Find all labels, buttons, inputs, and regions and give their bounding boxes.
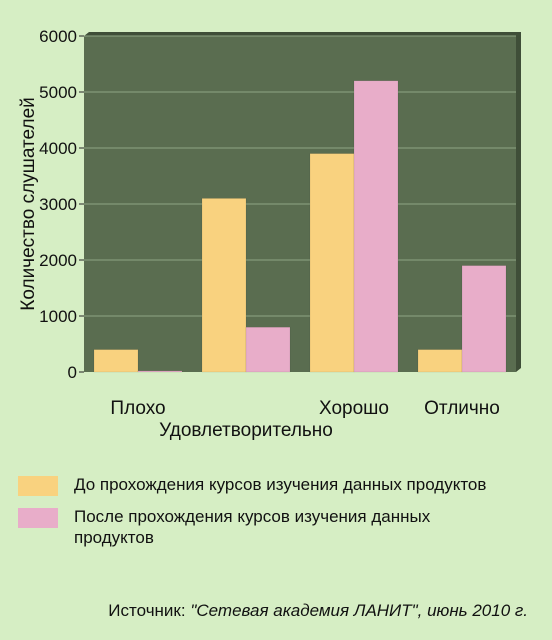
x-category-label-3: Отлично [424,398,500,419]
legend-label-after: После прохождения курсов изучения данных… [74,507,431,547]
y-tick-label-0: 0 [68,363,77,382]
bar-before-2 [309,153,355,373]
y-tick-label-3: 3000 [39,195,77,214]
y-tick-label-4: 4000 [39,139,77,158]
y-axis-label: Количество слушателей [18,97,39,310]
legend-swatch-before [18,476,58,496]
legend-item-before: До прохождения курсов изучения данных пр… [18,474,538,496]
bar-before-3 [417,349,463,373]
bar-after-3 [461,265,507,373]
x-category-label-2: Хорошо [319,398,389,419]
bar-chart: Количество слушателей 0 1000 2000 3000 4000 5… [18,27,521,441]
y-tick-label-1: 1000 [39,307,77,326]
x-category-label-1: Удовлетворительно [159,420,333,441]
x-category-label-0: Плохо [110,398,165,419]
source-note: Источник: "Сетевая академия ЛАНИТ", июнь… [108,601,528,621]
bar-after-2 [353,80,399,373]
y-tick-label-6: 6000 [39,27,77,46]
legend-label-before: До прохождения курсов изучения данных пр… [74,475,487,494]
bar-before-1 [201,198,247,373]
source-name: "Сетевая академия ЛАНИТ" [190,601,418,620]
source-date: , июнь 2010 г. [417,601,528,620]
legend-swatch-after [18,508,58,528]
y-tick-label-2: 2000 [39,251,77,270]
bar-before-0 [93,349,139,373]
bar-after-0 [137,370,183,373]
legend: До прохождения курсов изучения данных пр… [18,474,538,558]
y-tick-label-5: 5000 [39,83,77,102]
legend-item-after: После прохождения курсов изучения данных… [18,506,538,548]
bar-after-1 [245,326,291,373]
source-prefix: Источник: [108,601,191,620]
